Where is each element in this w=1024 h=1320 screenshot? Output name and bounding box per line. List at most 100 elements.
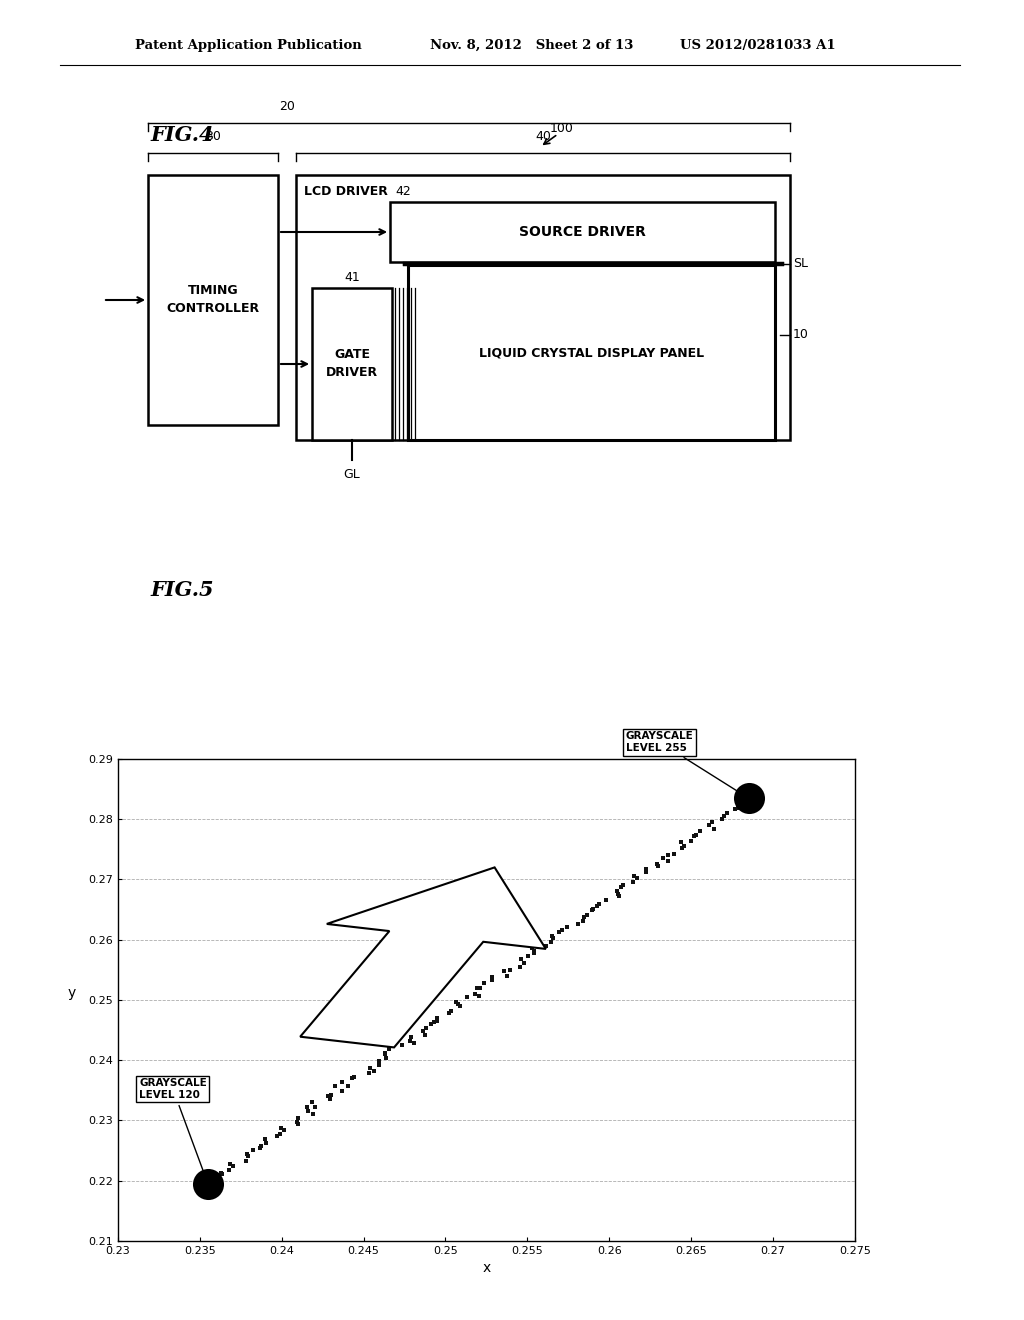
Point [381, 1039, 397, 1060]
Point [207, 1173, 223, 1195]
Text: LCD DRIVER: LCD DRIVER [304, 185, 388, 198]
Point [714, 809, 730, 830]
X-axis label: x: x [482, 1261, 490, 1275]
Point [257, 1129, 273, 1150]
Point [483, 969, 500, 990]
Text: LIQUID CRYSTAL DISPLAY PANEL: LIQUID CRYSTAL DISPLAY PANEL [479, 346, 705, 359]
Text: Nov. 8, 2012   Sheet 2 of 13: Nov. 8, 2012 Sheet 2 of 13 [430, 38, 634, 51]
Y-axis label: y: y [68, 986, 76, 1001]
Point [551, 921, 567, 942]
Text: FIG.5: FIG.5 [150, 579, 213, 601]
Point [733, 795, 750, 816]
Point [334, 1080, 350, 1101]
Text: GRAYSCALE
LEVEL 120: GRAYSCALE LEVEL 120 [139, 1078, 207, 1180]
Point [346, 1067, 362, 1088]
Point [703, 812, 720, 833]
Point [609, 880, 626, 902]
Point [545, 928, 561, 949]
Point [686, 825, 702, 846]
Text: GL: GL [344, 469, 360, 480]
Point [271, 1123, 288, 1144]
Point [637, 858, 653, 879]
Point [214, 1164, 230, 1185]
Point [659, 845, 676, 866]
Point [688, 824, 705, 845]
Text: 20: 20 [280, 100, 295, 114]
Point [299, 1097, 315, 1118]
Point [676, 836, 692, 857]
Point [638, 862, 654, 883]
Point [200, 1173, 216, 1195]
Point [740, 791, 757, 812]
Point [612, 876, 629, 898]
Point [459, 987, 475, 1008]
Point [304, 1104, 321, 1125]
Point [344, 1068, 360, 1089]
Point [586, 899, 602, 920]
Point [500, 965, 516, 986]
Text: 100: 100 [550, 121, 573, 135]
Point [402, 1026, 419, 1047]
Text: 10: 10 [793, 329, 809, 342]
Point [367, 1060, 383, 1081]
Point [289, 1111, 305, 1133]
Point [512, 956, 528, 977]
Point [423, 1014, 439, 1035]
Point [591, 894, 607, 915]
Point [580, 904, 596, 925]
Point [468, 977, 484, 998]
Point [730, 797, 746, 818]
Point [691, 821, 708, 842]
Point [202, 1171, 218, 1192]
Point [611, 886, 628, 907]
Bar [296, 176, 790, 440]
Point [377, 1044, 393, 1065]
Bar [390, 202, 775, 261]
Point [340, 1076, 356, 1097]
Point [415, 1020, 431, 1041]
Point [273, 1118, 290, 1139]
Point [208, 1167, 224, 1188]
Point [496, 960, 512, 981]
Point [575, 907, 592, 928]
Point [300, 1101, 316, 1122]
Point [428, 1007, 444, 1028]
Point [673, 832, 689, 853]
Point [626, 865, 642, 886]
Point [516, 952, 532, 973]
Point [525, 942, 542, 964]
Point [303, 1092, 319, 1113]
Point [406, 1032, 422, 1053]
Text: 30: 30 [205, 129, 221, 143]
Point [544, 925, 560, 946]
Polygon shape [300, 867, 546, 1047]
Point [589, 895, 605, 916]
Point [682, 830, 698, 851]
Point [625, 871, 641, 892]
Point [719, 803, 735, 824]
Point [222, 1154, 239, 1175]
Point [609, 884, 626, 906]
Text: US 2012/0281033 A1: US 2012/0281033 A1 [680, 38, 836, 51]
Point [740, 788, 757, 809]
Text: TIMING
CONTROLLER: TIMING CONTROLLER [167, 285, 259, 315]
Point [442, 1001, 459, 1022]
Point [322, 1088, 338, 1109]
Point [450, 994, 466, 1015]
Point [716, 805, 732, 826]
Point [649, 854, 666, 875]
Point [598, 890, 614, 911]
Text: SL: SL [793, 257, 808, 271]
Point [276, 1119, 293, 1140]
Point [257, 1133, 273, 1154]
Point [225, 1155, 242, 1176]
Point [447, 991, 464, 1012]
Point [674, 837, 690, 858]
Point [307, 1097, 324, 1118]
Point [654, 847, 671, 869]
Text: 41: 41 [344, 271, 359, 284]
Text: SOURCE DRIVER: SOURCE DRIVER [519, 224, 646, 239]
Point [360, 1063, 377, 1084]
Point [319, 1085, 336, 1106]
Point [559, 916, 575, 937]
